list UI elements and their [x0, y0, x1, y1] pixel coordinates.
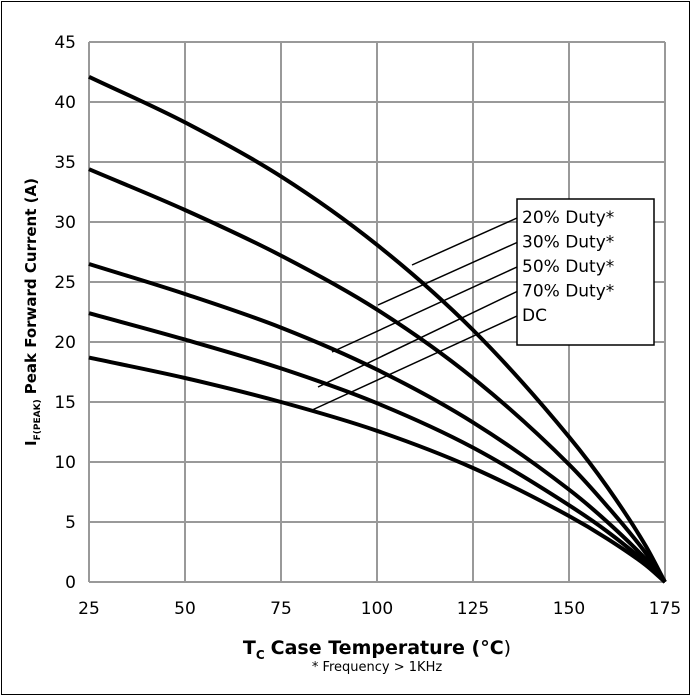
y-tick-label: 30: [54, 213, 76, 233]
legend-box: [516, 198, 655, 346]
series-line-3: [88, 262, 667, 584]
x-axis-title-main: T: [243, 637, 256, 659]
x-axis-title-degree: °C: [480, 637, 503, 659]
x-axis-title-sub: C: [256, 648, 265, 662]
x-tick-label: 125: [457, 599, 489, 619]
y-tick-label: 40: [54, 93, 76, 113]
legend: 20% Duty* 30% Duty* 50% Duty* 70% Duty* DC: [309, 198, 655, 412]
series-lines: [88, 74, 667, 584]
legend-label: 20% Duty*: [522, 208, 614, 228]
x-tick-label: 175: [649, 599, 681, 619]
legend-label: DC: [522, 306, 547, 326]
y-tick-label: 0: [65, 573, 76, 593]
grid: [88, 41, 666, 583]
footnote: * Frequency > 1KHz: [312, 660, 443, 675]
y-axis-title-main: I: [22, 440, 40, 446]
y-axis-title-sub: F(PEAK): [33, 399, 43, 440]
legend-leader-line: [309, 315, 518, 412]
y-tick-label: 35: [54, 153, 76, 173]
x-axis-title: TC Case Temperature (°C): [243, 637, 511, 662]
x-tick-label: 50: [174, 599, 196, 619]
x-tick-label: 25: [78, 599, 100, 619]
y-tick-label: 25: [54, 273, 76, 293]
series-line-5: [88, 355, 667, 584]
y-tick-label: 10: [54, 453, 76, 473]
x-axis-title-text: Case Temperature (: [271, 637, 481, 659]
x-axis-title-close: ): [504, 637, 511, 659]
y-axis-title-text: Peak Forward Current (A): [22, 178, 40, 394]
y-tick-label: 45: [54, 33, 76, 53]
x-tick-label: 150: [553, 599, 585, 619]
y-tick-label: 15: [54, 393, 76, 413]
y-axis-title: IF(PEAK) Peak Forward Current (A): [22, 178, 43, 446]
y-tick-label: 20: [54, 333, 76, 353]
tick-labels: 0 5 10 15 20 25 30 35 40 45 25 50 75 100 125 150 175: [54, 33, 681, 619]
legend-leader-line: [377, 241, 518, 306]
legend-label: 70% Duty*: [522, 282, 614, 302]
series-line-4: [88, 311, 667, 584]
series-line-1: [88, 74, 667, 583]
legend-leader-line: [331, 266, 518, 353]
legend-label: 30% Duty*: [522, 233, 614, 253]
series-line-2: [88, 167, 667, 584]
x-tick-label: 75: [270, 599, 292, 619]
x-tick-label: 100: [361, 599, 393, 619]
y-tick-label: 5: [65, 513, 76, 533]
legend-leader-line: [317, 290, 518, 388]
legend-leader-line: [411, 217, 518, 266]
legend-label: 50% Duty*: [522, 257, 614, 277]
